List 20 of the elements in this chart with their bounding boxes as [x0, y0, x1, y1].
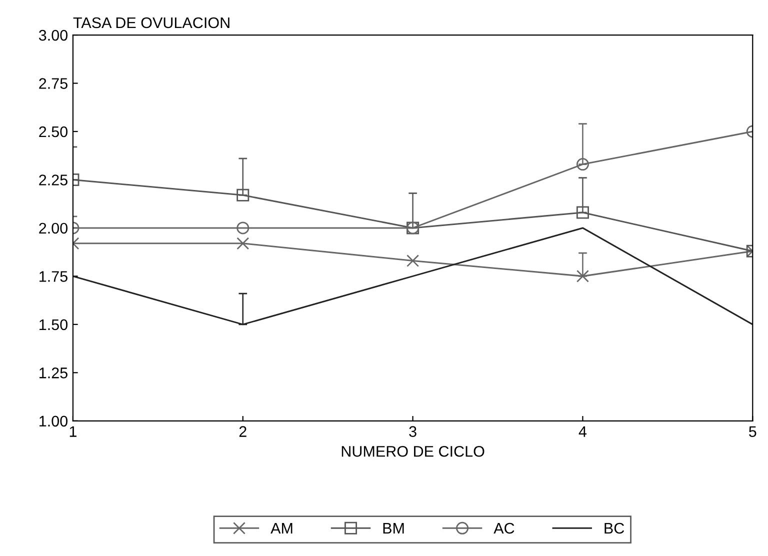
- legend-label: BM: [383, 523, 404, 534]
- x-tick-label: 5: [749, 426, 756, 437]
- y-tick-label: 1.75: [40, 271, 68, 282]
- x-tick-label: 1: [70, 426, 76, 437]
- x-tick-label: 3: [409, 426, 416, 437]
- y-axis-title: TASA DE OVULACION: [73, 17, 230, 28]
- y-tick-label: 2.75: [39, 78, 68, 89]
- y-tick-label: 1.50: [40, 319, 68, 330]
- y-tick-label: 2.50: [39, 126, 68, 138]
- legend-label: AM: [270, 523, 292, 534]
- legend-label: BC: [604, 522, 624, 534]
- legend-label: AC: [494, 522, 514, 534]
- x-tick-label: 2: [239, 426, 246, 437]
- x-tick-label: 4: [578, 426, 587, 437]
- y-tick-label: 2.25: [39, 174, 68, 186]
- y-tick-label: 1.25: [40, 368, 68, 378]
- y-tick-label: 1.00: [40, 416, 68, 427]
- y-tick-label: 2.00: [39, 222, 68, 234]
- x-axis-title: NUMERO DE CICLO: [342, 446, 484, 457]
- y-tick-label: 3.00: [38, 30, 68, 41]
